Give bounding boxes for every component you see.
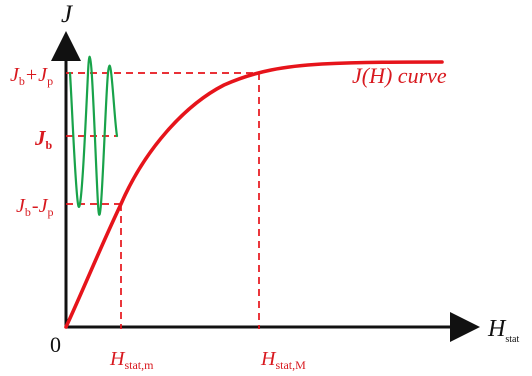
- upper-level-term: J: [38, 64, 48, 86]
- upper-level-operator: +: [26, 64, 37, 86]
- h-stat-m-subscript: stat,m: [124, 358, 154, 372]
- svg-text:Jb-Jp: Jb-Jp: [16, 195, 53, 219]
- origin-label: 0: [50, 332, 61, 357]
- middle-level-label: Jb: [34, 126, 53, 152]
- svg-text:Jb: Jb: [34, 126, 53, 152]
- upper-level-label: Jb+Jp: [10, 64, 53, 88]
- svg-text:Hstat,M: Hstat,M: [260, 348, 306, 372]
- h-stat-M-label: Hstat,M: [260, 348, 306, 372]
- x-axis-label: Hstat: [487, 316, 519, 345]
- h-stat-m-label: Hstat,m: [109, 348, 154, 372]
- middle-level-base: J: [34, 126, 47, 150]
- svg-text:Jb+Jp: Jb+Jp: [10, 64, 53, 88]
- lower-level-term-subscript: p: [47, 205, 53, 219]
- h-stat-m-base: H: [109, 348, 126, 370]
- h-stat-M-base: H: [260, 348, 277, 370]
- upper-level-base-subscript: b: [19, 74, 25, 88]
- x-axis-label-base: H: [487, 316, 507, 342]
- h-stat-M-subscript: stat,M: [275, 358, 306, 372]
- middle-level-base-subscript: b: [46, 138, 53, 152]
- lower-level-term: J: [39, 195, 49, 217]
- lower-level-base: J: [16, 195, 26, 217]
- upper-level-base: J: [10, 64, 20, 86]
- upper-level-term-subscript: p: [47, 74, 53, 88]
- jh-curve: [64, 60, 444, 329]
- x-axis-label-subscript: stat: [505, 334, 519, 345]
- lower-level-operator: -: [32, 195, 39, 217]
- svg-text:Hstat,m: Hstat,m: [109, 348, 154, 372]
- y-axis-label: J: [61, 1, 74, 28]
- lower-level-base-subscript: b: [25, 205, 31, 219]
- lower-level-label: Jb-Jp: [16, 195, 53, 219]
- curve-label: J(H) curve: [352, 63, 447, 88]
- oscillation-signal: [68, 55, 119, 216]
- svg-text:Hstat: Hstat: [487, 316, 519, 345]
